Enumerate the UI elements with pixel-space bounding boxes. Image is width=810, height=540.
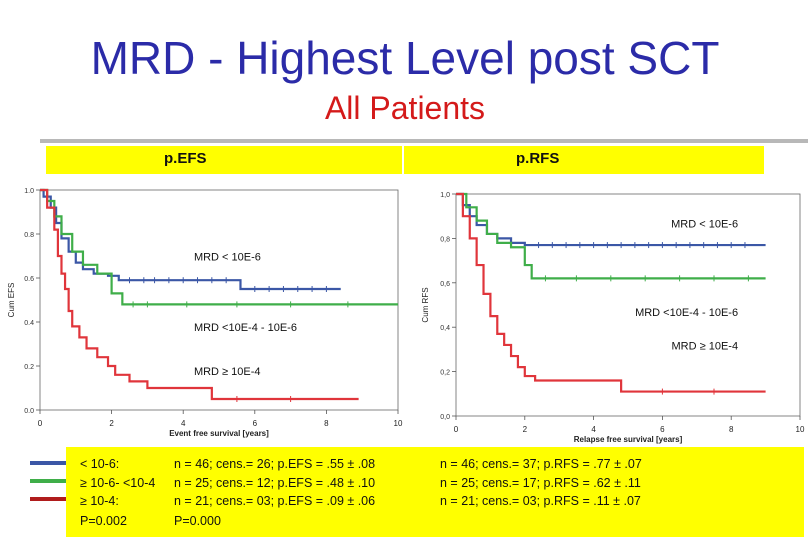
efs-stat-row: n = 21; cens.= 03; p.EFS = .09 ± .06 (174, 494, 376, 508)
y-tick-label: 0.2 (24, 364, 34, 371)
legend-label-mid: ≥ 10-6- <10-4 (80, 476, 156, 490)
legend-line-red (30, 497, 66, 501)
x-axis-label: Relapse free survival [years] (574, 435, 683, 444)
legend-label-lt-1e6: < 10-6: (80, 457, 120, 471)
km-curve (40, 188, 341, 291)
x-tick-label: 0 (454, 425, 459, 434)
rfs-stat-row: n = 46; cens.= 37; p.RFS = .77 ± .07 (440, 457, 642, 471)
right-panel-band (404, 146, 764, 174)
x-tick-label: 10 (796, 425, 805, 434)
legend-pvalue: P=0.002 (80, 514, 127, 528)
km-curve (456, 192, 766, 280)
page-subtitle: All Patients (324, 90, 486, 126)
rfs-stat-row: n = 21; cens.= 03; p.RFS = .11 ± .07 (440, 494, 641, 508)
x-tick-label: 6 (253, 419, 258, 428)
efs-stat-row: n = 25; cens.= 12; p.EFS = .48 ± .10 (174, 476, 376, 490)
y-axis-label: Cum EFS (7, 283, 16, 318)
efs-chart: 0.0 0.2 0.4 0.6 0.8 1.0 0 2 4 6 8 10 Event free surv… (7, 188, 403, 438)
legend-label-ge-1e4: ≥ 10-4: (80, 494, 119, 508)
km-curve (40, 188, 359, 401)
y-tick-label: 0,6 (440, 281, 450, 288)
curve-annotation: MRD ≥ 10E-4 (194, 366, 261, 378)
right-panel-label: p.RFS (516, 150, 560, 167)
legend-line-blue (30, 461, 66, 465)
y-tick-label: 1,0 (440, 192, 450, 199)
x-tick-label: 10 (394, 419, 403, 428)
curve-annotation: MRD < 10E-6 (671, 218, 738, 230)
x-tick-label: 2 (109, 419, 114, 428)
y-tick-label: 0.4 (24, 320, 34, 327)
y-tick-label: 0,0 (440, 414, 450, 421)
x-axis-label: Event free survival [years] (169, 429, 269, 438)
x-tick-label: 0 (38, 419, 43, 428)
curve-annotation: MRD <10E-4 - 10E-6 (635, 307, 738, 319)
y-tick-label: 0.6 (24, 276, 34, 283)
y-tick-label: 0.0 (24, 408, 34, 415)
y-tick-label: 0.8 (24, 232, 34, 239)
page-title: MRD - Highest Level post SCT (90, 32, 720, 84)
legend-line-green (30, 479, 66, 483)
x-tick-label: 2 (523, 425, 528, 434)
title-divider (40, 139, 808, 143)
y-axis-label: Cum RFS (421, 287, 430, 322)
efs-pvalue: P=0.000 (174, 514, 221, 528)
km-curve (456, 192, 766, 393)
stats-band (66, 447, 804, 537)
x-tick-label: 8 (729, 425, 734, 434)
x-tick-label: 4 (591, 425, 596, 434)
y-tick-label: 0,4 (440, 325, 450, 332)
left-panel-band (46, 146, 402, 174)
left-panel-label: p.EFS (164, 150, 207, 167)
x-tick-label: 6 (660, 425, 665, 434)
y-tick-label: 0,2 (440, 370, 450, 377)
y-tick-label: 0,8 (440, 236, 450, 243)
plot-frame (39, 189, 399, 411)
efs-stat-row: n = 46; cens.= 26; p.EFS = .55 ± .08 (174, 457, 376, 471)
rfs-stat-row: n = 25; cens.= 17; p.RFS = .62 ± .11 (440, 476, 641, 490)
rfs-chart: 0,0 0,2 0,4 0,6 0,8 1,0 0 2 4 6 8 10 Relapse free su… (421, 192, 805, 444)
x-tick-label: 8 (324, 419, 329, 428)
x-tick-label: 4 (181, 419, 186, 428)
plot-frame (455, 193, 801, 417)
curve-annotation: MRD < 10E-6 (194, 251, 261, 263)
curve-annotation: MRD ≥ 10E-4 (672, 340, 739, 352)
km-curve (40, 188, 398, 306)
curve-annotation: MRD <10E-4 - 10E-6 (194, 322, 297, 334)
y-tick-label: 1.0 (24, 188, 34, 195)
